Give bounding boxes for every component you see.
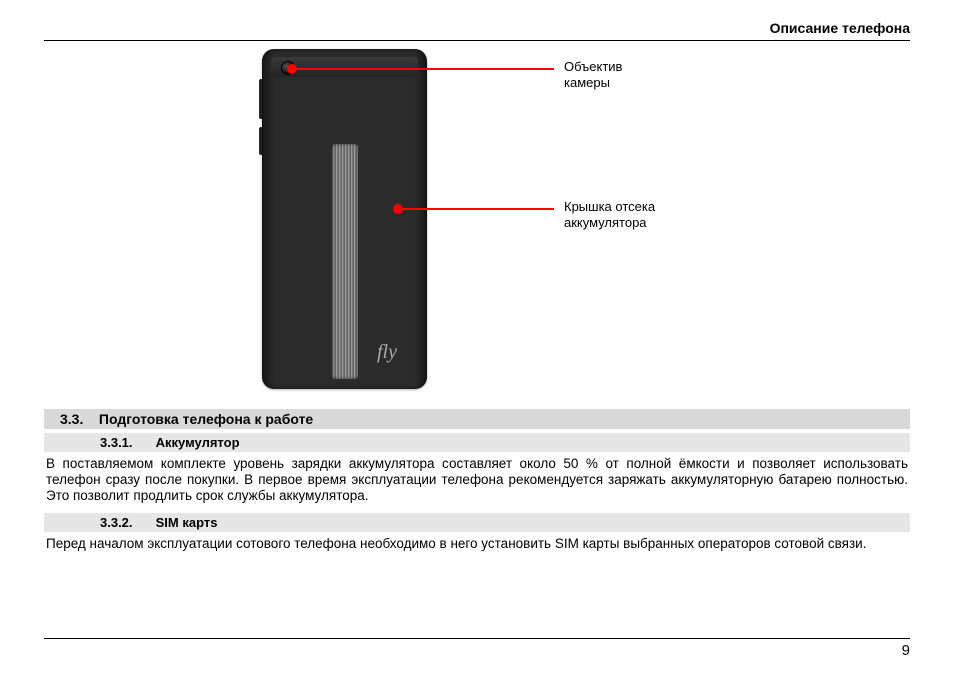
callout-battery-line1: Крышка отсека	[564, 199, 655, 214]
phone-back: fly	[262, 49, 427, 389]
brand-logo: fly	[377, 341, 397, 364]
top-divider	[44, 40, 910, 41]
section-3-3-title: Подготовка телефона к работе	[99, 411, 313, 427]
callout-line-battery	[398, 208, 554, 210]
section-3-3-2-body: Перед началом эксплуатации сотового теле…	[44, 532, 910, 556]
callout-camera-line2: камеры	[564, 75, 610, 90]
metal-strip	[332, 144, 358, 379]
section-3-3-2: 3.3.2. SIM картs	[44, 513, 910, 532]
callout-camera-line1: Объектив	[564, 59, 622, 74]
section-3-3-num: 3.3.	[60, 411, 83, 427]
callout-label-battery: Крышка отсека аккумулятора	[564, 199, 655, 232]
callout-battery-line2: аккумулятора	[564, 215, 647, 230]
section-3-3-1-body: В поставляемом комплекте уровень зарядки…	[44, 452, 910, 509]
section-3-3: 3.3. Подготовка телефона к работе	[44, 409, 910, 429]
side-button-2	[259, 127, 262, 155]
section-3-3-1: 3.3.1. Аккумулятор	[44, 433, 910, 452]
page-header-title: Описание телефона	[44, 20, 910, 40]
page-number: 9	[44, 639, 910, 659]
side-button-1	[259, 79, 262, 119]
callout-label-camera: Объектив камеры	[564, 59, 622, 92]
section-3-3-2-title: SIM картs	[156, 515, 218, 530]
section-3-3-2-num: 3.3.2.	[100, 515, 152, 530]
callout-line-camera	[292, 68, 554, 70]
phone-diagram: fly Объектив камеры Крышка отсека аккуму…	[44, 49, 910, 399]
page-footer: 9	[44, 638, 910, 659]
section-3-3-1-num: 3.3.1.	[100, 435, 152, 450]
section-3-3-1-title: Аккумулятор	[156, 435, 240, 450]
